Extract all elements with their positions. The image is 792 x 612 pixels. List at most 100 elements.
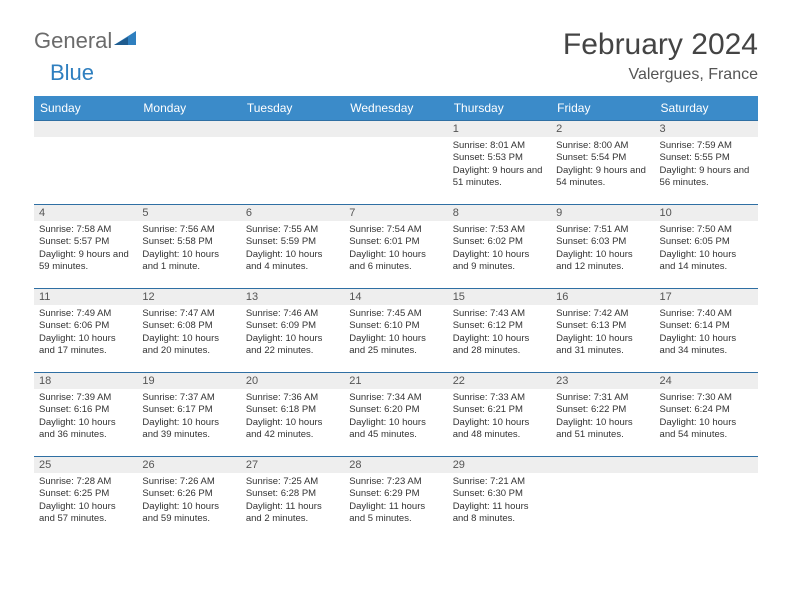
- weekday-saturday: Saturday: [655, 96, 758, 121]
- day-19: 19Sunrise: 7:37 AMSunset: 6:17 PMDayligh…: [137, 373, 240, 457]
- day-details: Sunrise: 8:01 AMSunset: 5:53 PMDaylight:…: [448, 137, 551, 193]
- day-16: 16Sunrise: 7:42 AMSunset: 6:13 PMDayligh…: [551, 289, 654, 373]
- day-details: Sunrise: 7:49 AMSunset: 6:06 PMDaylight:…: [34, 305, 137, 361]
- day-details: Sunrise: 7:51 AMSunset: 6:03 PMDaylight:…: [551, 221, 654, 277]
- day-23: 23Sunrise: 7:31 AMSunset: 6:22 PMDayligh…: [551, 373, 654, 457]
- day-26: 26Sunrise: 7:26 AMSunset: 6:26 PMDayligh…: [137, 457, 240, 541]
- day-1: 1Sunrise: 8:01 AMSunset: 5:53 PMDaylight…: [448, 121, 551, 205]
- day-number: 17: [655, 289, 758, 305]
- day-13: 13Sunrise: 7:46 AMSunset: 6:09 PMDayligh…: [241, 289, 344, 373]
- day-details: Sunrise: 7:21 AMSunset: 6:30 PMDaylight:…: [448, 473, 551, 529]
- day-number: [137, 121, 240, 137]
- weekday-thursday: Thursday: [448, 96, 551, 121]
- day-28: 28Sunrise: 7:23 AMSunset: 6:29 PMDayligh…: [344, 457, 447, 541]
- day-details: Sunrise: 7:40 AMSunset: 6:14 PMDaylight:…: [655, 305, 758, 361]
- day-details: Sunrise: 7:59 AMSunset: 5:55 PMDaylight:…: [655, 137, 758, 193]
- day-number: 19: [137, 373, 240, 389]
- page-header: General February 2024 Valergues, France: [34, 28, 758, 84]
- day-details: Sunrise: 7:25 AMSunset: 6:28 PMDaylight:…: [241, 473, 344, 529]
- location: Valergues, France: [563, 66, 758, 84]
- day-11: 11Sunrise: 7:49 AMSunset: 6:06 PMDayligh…: [34, 289, 137, 373]
- page-title: February 2024: [563, 28, 758, 62]
- empty-day: [551, 457, 654, 541]
- day-number: 28: [344, 457, 447, 473]
- day-21: 21Sunrise: 7:34 AMSunset: 6:20 PMDayligh…: [344, 373, 447, 457]
- empty-day: [655, 457, 758, 541]
- calendar-row: 11Sunrise: 7:49 AMSunset: 6:06 PMDayligh…: [34, 289, 758, 373]
- day-number: [344, 121, 447, 137]
- day-8: 8Sunrise: 7:53 AMSunset: 6:02 PMDaylight…: [448, 205, 551, 289]
- day-details: Sunrise: 7:42 AMSunset: 6:13 PMDaylight:…: [551, 305, 654, 361]
- day-number: 2: [551, 121, 654, 137]
- day-number: 5: [137, 205, 240, 221]
- day-22: 22Sunrise: 7:33 AMSunset: 6:21 PMDayligh…: [448, 373, 551, 457]
- day-number: 8: [448, 205, 551, 221]
- weekday-friday: Friday: [551, 96, 654, 121]
- day-details: Sunrise: 8:00 AMSunset: 5:54 PMDaylight:…: [551, 137, 654, 193]
- day-number: 16: [551, 289, 654, 305]
- day-details: Sunrise: 7:31 AMSunset: 6:22 PMDaylight:…: [551, 389, 654, 445]
- day-number: 18: [34, 373, 137, 389]
- day-details: Sunrise: 7:53 AMSunset: 6:02 PMDaylight:…: [448, 221, 551, 277]
- day-details: Sunrise: 7:45 AMSunset: 6:10 PMDaylight:…: [344, 305, 447, 361]
- day-number: 20: [241, 373, 344, 389]
- day-number: 9: [551, 205, 654, 221]
- day-3: 3Sunrise: 7:59 AMSunset: 5:55 PMDaylight…: [655, 121, 758, 205]
- day-number: [241, 121, 344, 137]
- day-details: Sunrise: 7:30 AMSunset: 6:24 PMDaylight:…: [655, 389, 758, 445]
- day-number: 10: [655, 205, 758, 221]
- weekday-header-row: SundayMondayTuesdayWednesdayThursdayFrid…: [34, 96, 758, 121]
- weekday-sunday: Sunday: [34, 96, 137, 121]
- weekday-monday: Monday: [137, 96, 240, 121]
- day-details: Sunrise: 7:55 AMSunset: 5:59 PMDaylight:…: [241, 221, 344, 277]
- day-12: 12Sunrise: 7:47 AMSunset: 6:08 PMDayligh…: [137, 289, 240, 373]
- day-2: 2Sunrise: 8:00 AMSunset: 5:54 PMDaylight…: [551, 121, 654, 205]
- day-6: 6Sunrise: 7:55 AMSunset: 5:59 PMDaylight…: [241, 205, 344, 289]
- calendar-row: 4Sunrise: 7:58 AMSunset: 5:57 PMDaylight…: [34, 205, 758, 289]
- day-15: 15Sunrise: 7:43 AMSunset: 6:12 PMDayligh…: [448, 289, 551, 373]
- day-details: Sunrise: 7:34 AMSunset: 6:20 PMDaylight:…: [344, 389, 447, 445]
- day-number: 4: [34, 205, 137, 221]
- empty-day: [241, 121, 344, 205]
- day-20: 20Sunrise: 7:36 AMSunset: 6:18 PMDayligh…: [241, 373, 344, 457]
- day-number: 27: [241, 457, 344, 473]
- calendar-page: General February 2024 Valergues, France …: [0, 0, 792, 561]
- day-details: Sunrise: 7:26 AMSunset: 6:26 PMDaylight:…: [137, 473, 240, 529]
- day-14: 14Sunrise: 7:45 AMSunset: 6:10 PMDayligh…: [344, 289, 447, 373]
- day-9: 9Sunrise: 7:51 AMSunset: 6:03 PMDaylight…: [551, 205, 654, 289]
- calendar-body: 1Sunrise: 8:01 AMSunset: 5:53 PMDaylight…: [34, 121, 758, 541]
- day-5: 5Sunrise: 7:56 AMSunset: 5:58 PMDaylight…: [137, 205, 240, 289]
- calendar-table: SundayMondayTuesdayWednesdayThursdayFrid…: [34, 96, 758, 541]
- day-number: 24: [655, 373, 758, 389]
- day-number: 11: [34, 289, 137, 305]
- day-29: 29Sunrise: 7:21 AMSunset: 6:30 PMDayligh…: [448, 457, 551, 541]
- calendar-row: 18Sunrise: 7:39 AMSunset: 6:16 PMDayligh…: [34, 373, 758, 457]
- day-details: Sunrise: 7:28 AMSunset: 6:25 PMDaylight:…: [34, 473, 137, 529]
- day-details: Sunrise: 7:37 AMSunset: 6:17 PMDaylight:…: [137, 389, 240, 445]
- day-details: Sunrise: 7:36 AMSunset: 6:18 PMDaylight:…: [241, 389, 344, 445]
- day-details: Sunrise: 7:39 AMSunset: 6:16 PMDaylight:…: [34, 389, 137, 445]
- day-details: Sunrise: 7:23 AMSunset: 6:29 PMDaylight:…: [344, 473, 447, 529]
- day-number: 26: [137, 457, 240, 473]
- empty-day: [34, 121, 137, 205]
- day-number: 1: [448, 121, 551, 137]
- day-number: 3: [655, 121, 758, 137]
- day-number: 7: [344, 205, 447, 221]
- day-details: Sunrise: 7:56 AMSunset: 5:58 PMDaylight:…: [137, 221, 240, 277]
- logo-triangle-icon: [114, 31, 136, 47]
- day-7: 7Sunrise: 7:54 AMSunset: 6:01 PMDaylight…: [344, 205, 447, 289]
- weekday-tuesday: Tuesday: [241, 96, 344, 121]
- day-number: 12: [137, 289, 240, 305]
- day-number: 13: [241, 289, 344, 305]
- empty-day: [137, 121, 240, 205]
- day-18: 18Sunrise: 7:39 AMSunset: 6:16 PMDayligh…: [34, 373, 137, 457]
- logo: General: [34, 28, 136, 54]
- day-number: 6: [241, 205, 344, 221]
- day-24: 24Sunrise: 7:30 AMSunset: 6:24 PMDayligh…: [655, 373, 758, 457]
- calendar-row: 1Sunrise: 8:01 AMSunset: 5:53 PMDaylight…: [34, 121, 758, 205]
- calendar-row: 25Sunrise: 7:28 AMSunset: 6:25 PMDayligh…: [34, 457, 758, 541]
- day-details: Sunrise: 7:47 AMSunset: 6:08 PMDaylight:…: [137, 305, 240, 361]
- day-number: 23: [551, 373, 654, 389]
- day-number: [551, 457, 654, 473]
- day-number: 21: [344, 373, 447, 389]
